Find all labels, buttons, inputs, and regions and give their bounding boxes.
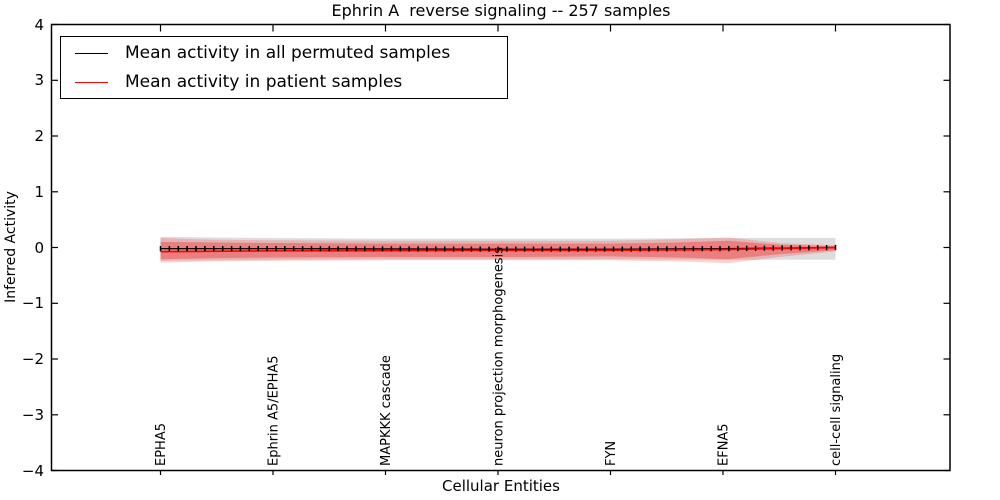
y-tick-label: −3 (21, 405, 44, 424)
y-tick-label: 2 (34, 127, 44, 145)
legend-entry-patient: Mean activity in patient samples (61, 70, 507, 94)
x-category-label: EFNA5 (717, 423, 732, 466)
patient-line-sample-icon (75, 81, 108, 83)
y-tick-label: 3 (34, 71, 44, 90)
permuted-mean-markers (159, 244, 837, 252)
x-category-label: FYN (604, 441, 619, 466)
legend-label-patient: Mean activity in patient samples (125, 72, 403, 92)
chart-title: Ephrin A reverse signaling -- 257 sample… (331, 1, 671, 20)
y-tick-label: −4 (21, 461, 44, 480)
x-category-label: EPHA5 (154, 423, 169, 466)
y-tick-label: 4 (34, 15, 44, 34)
legend-entry-permuted: Mean activity in all permuted samples (61, 41, 507, 65)
x-category-label: MAPKKK cascade (379, 355, 394, 466)
legend-box: Mean activity in all permuted samples Me… (60, 36, 508, 99)
x-axis-label: Cellular Entities (442, 477, 560, 495)
x-category-label: Ephrin A5/EPHA5 (267, 355, 282, 466)
y-tick-label: 0 (34, 238, 44, 257)
y-tick-label: 1 (34, 182, 44, 201)
y-tick-label: −1 (21, 294, 44, 313)
y-tick-label: −2 (21, 350, 44, 368)
legend-label-permuted: Mean activity in all permuted samples (125, 43, 451, 63)
x-category-label: cell-cell signaling (829, 354, 844, 466)
x-category-label: neuron projection morphogenesis (492, 247, 507, 466)
permuted-line-sample-icon (75, 52, 108, 54)
